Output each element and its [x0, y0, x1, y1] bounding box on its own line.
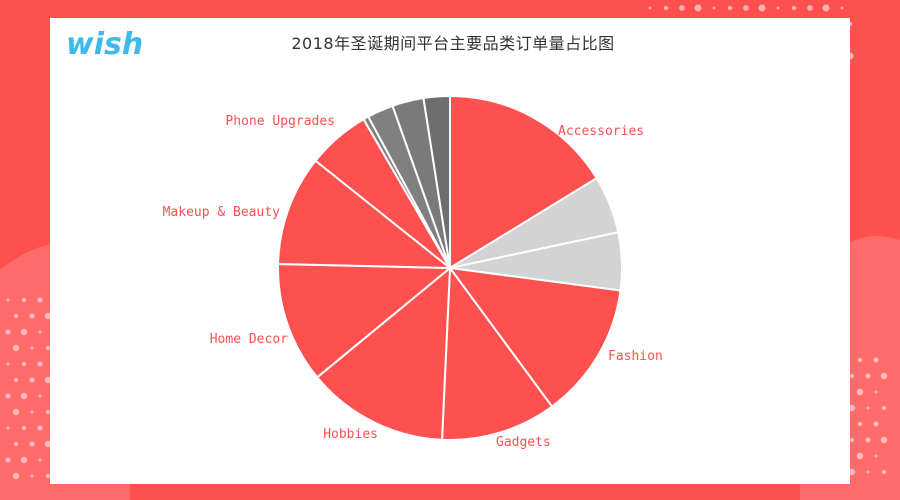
- decor-dot: [20, 328, 28, 336]
- decor-dot: [45, 409, 51, 415]
- decor-dot: [727, 5, 733, 11]
- pie-slice-hobbies: [315, 265, 452, 441]
- decor-dot: [874, 390, 878, 394]
- pie-slice-gadgets: [440, 265, 554, 441]
- slice-label-makeup-beauty: Makeup & Beauty: [163, 205, 281, 220]
- pie-slice-accessories: [449, 94, 599, 270]
- decor-dot: [807, 5, 813, 11]
- decor-dot: [45, 345, 51, 351]
- decor-dot: [6, 362, 10, 366]
- decor-dot: [21, 361, 27, 367]
- decor-dot: [37, 361, 43, 367]
- decor-dot: [679, 5, 685, 11]
- slice-label-accessories: Accessories: [558, 124, 644, 139]
- decor-dot: [856, 452, 864, 460]
- decor-dot: [881, 405, 887, 411]
- decor-dot: [849, 373, 855, 379]
- decor-dot: [6, 426, 10, 430]
- decor-dot: [5, 393, 11, 399]
- decor-dot: [857, 357, 863, 363]
- decor-dot: [29, 441, 35, 447]
- slice-label-hobbies: Hobbies: [323, 427, 378, 442]
- pie-slice-fashion: [447, 266, 622, 408]
- slice-label-fashion: Fashion: [608, 349, 663, 364]
- decor-dot: [694, 4, 702, 12]
- decor-dot: [30, 474, 34, 478]
- decor-dot: [840, 6, 844, 10]
- decor-dot: [45, 473, 51, 479]
- decor-dot: [38, 330, 42, 334]
- decor-dot: [848, 404, 856, 412]
- decor-dot: [12, 472, 20, 480]
- decor-dot: [865, 437, 871, 443]
- decor-dot: [37, 425, 43, 431]
- decor-dot: [44, 312, 52, 320]
- pie-slice-12: [422, 94, 451, 269]
- decor-dot: [21, 297, 27, 303]
- decor-dot: [822, 4, 830, 12]
- decor-dot: [856, 388, 864, 396]
- decor-dot: [880, 372, 888, 380]
- decor-dot: [663, 5, 669, 11]
- decor-dot: [29, 313, 35, 319]
- decor-dot: [13, 313, 19, 319]
- decor-dot: [743, 5, 749, 11]
- decor-dot: [37, 297, 43, 303]
- pie-slice-home-decor: [277, 262, 453, 379]
- decor-dot: [865, 373, 871, 379]
- decor-dot: [712, 6, 716, 10]
- decor-dot: [874, 454, 878, 458]
- decor-dot: [873, 421, 879, 427]
- decor-dot: [758, 4, 766, 12]
- decor-dot: [880, 436, 888, 444]
- decor-dot: [13, 441, 19, 447]
- chart-title: 2018年圣诞期间平台主要品类订单量占比图: [291, 34, 615, 53]
- decor-dot: [12, 408, 20, 416]
- decor-dot: [13, 377, 19, 383]
- decor-dot: [873, 357, 879, 363]
- decor-dot: [848, 468, 856, 476]
- decor-dot: [857, 421, 863, 427]
- decor-dot: [866, 406, 870, 410]
- decor-dot: [12, 344, 20, 352]
- decor-dot: [881, 469, 887, 475]
- decor-dot: [38, 458, 42, 462]
- decor-dot: [5, 329, 11, 335]
- decor-dot: [44, 376, 52, 384]
- slice-label-phone-upgrades: Phone Upgrades: [225, 114, 335, 129]
- decor-dot: [6, 298, 10, 302]
- decor-dot: [776, 6, 780, 10]
- decor-dot: [29, 377, 35, 383]
- decor-dot: [791, 5, 797, 11]
- decor-dot: [38, 394, 42, 398]
- decor-dot: [20, 392, 28, 400]
- decor-dot: [5, 457, 11, 463]
- decor-dot: [44, 440, 52, 448]
- slice-label-gadgets: Gadgets: [496, 435, 551, 450]
- pie-slice-makeup-beauty: [277, 159, 453, 270]
- decor-dot: [648, 6, 652, 10]
- decor-dot: [20, 456, 28, 464]
- logo-text: wish: [66, 27, 143, 62]
- decor-dot: [21, 425, 27, 431]
- decor-dot: [849, 437, 855, 443]
- decor-dot: [866, 470, 870, 474]
- decor-dot: [30, 346, 34, 350]
- decor-dot: [30, 410, 34, 414]
- slice-label-home-decor: Home Decor: [210, 332, 288, 347]
- wish-logo: wish: [66, 27, 143, 62]
